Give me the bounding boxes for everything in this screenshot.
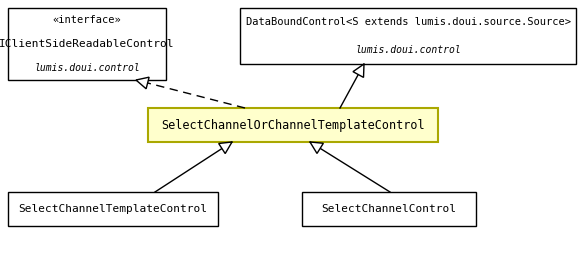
Text: SelectChannelOrChannelTemplateControl: SelectChannelOrChannelTemplateControl bbox=[161, 119, 425, 131]
Bar bbox=[148, 108, 438, 142]
Polygon shape bbox=[136, 77, 149, 89]
Text: IClientSideReadableControl: IClientSideReadableControl bbox=[0, 39, 175, 49]
Bar bbox=[8, 8, 166, 80]
Text: DataBoundControl<S extends lumis.doui.source.Source>: DataBoundControl<S extends lumis.doui.so… bbox=[245, 17, 571, 27]
Text: «interface»: «interface» bbox=[53, 15, 121, 25]
Text: lumis.doui.control: lumis.doui.control bbox=[34, 63, 140, 73]
Bar bbox=[8, 192, 218, 226]
Bar bbox=[240, 8, 576, 64]
Polygon shape bbox=[218, 142, 232, 154]
Text: lumis.doui.control: lumis.doui.control bbox=[355, 45, 461, 55]
Bar bbox=[302, 192, 476, 226]
Polygon shape bbox=[310, 142, 324, 153]
Text: SelectChannelControl: SelectChannelControl bbox=[322, 204, 457, 214]
Polygon shape bbox=[353, 64, 364, 77]
Text: SelectChannelTemplateControl: SelectChannelTemplateControl bbox=[19, 204, 207, 214]
